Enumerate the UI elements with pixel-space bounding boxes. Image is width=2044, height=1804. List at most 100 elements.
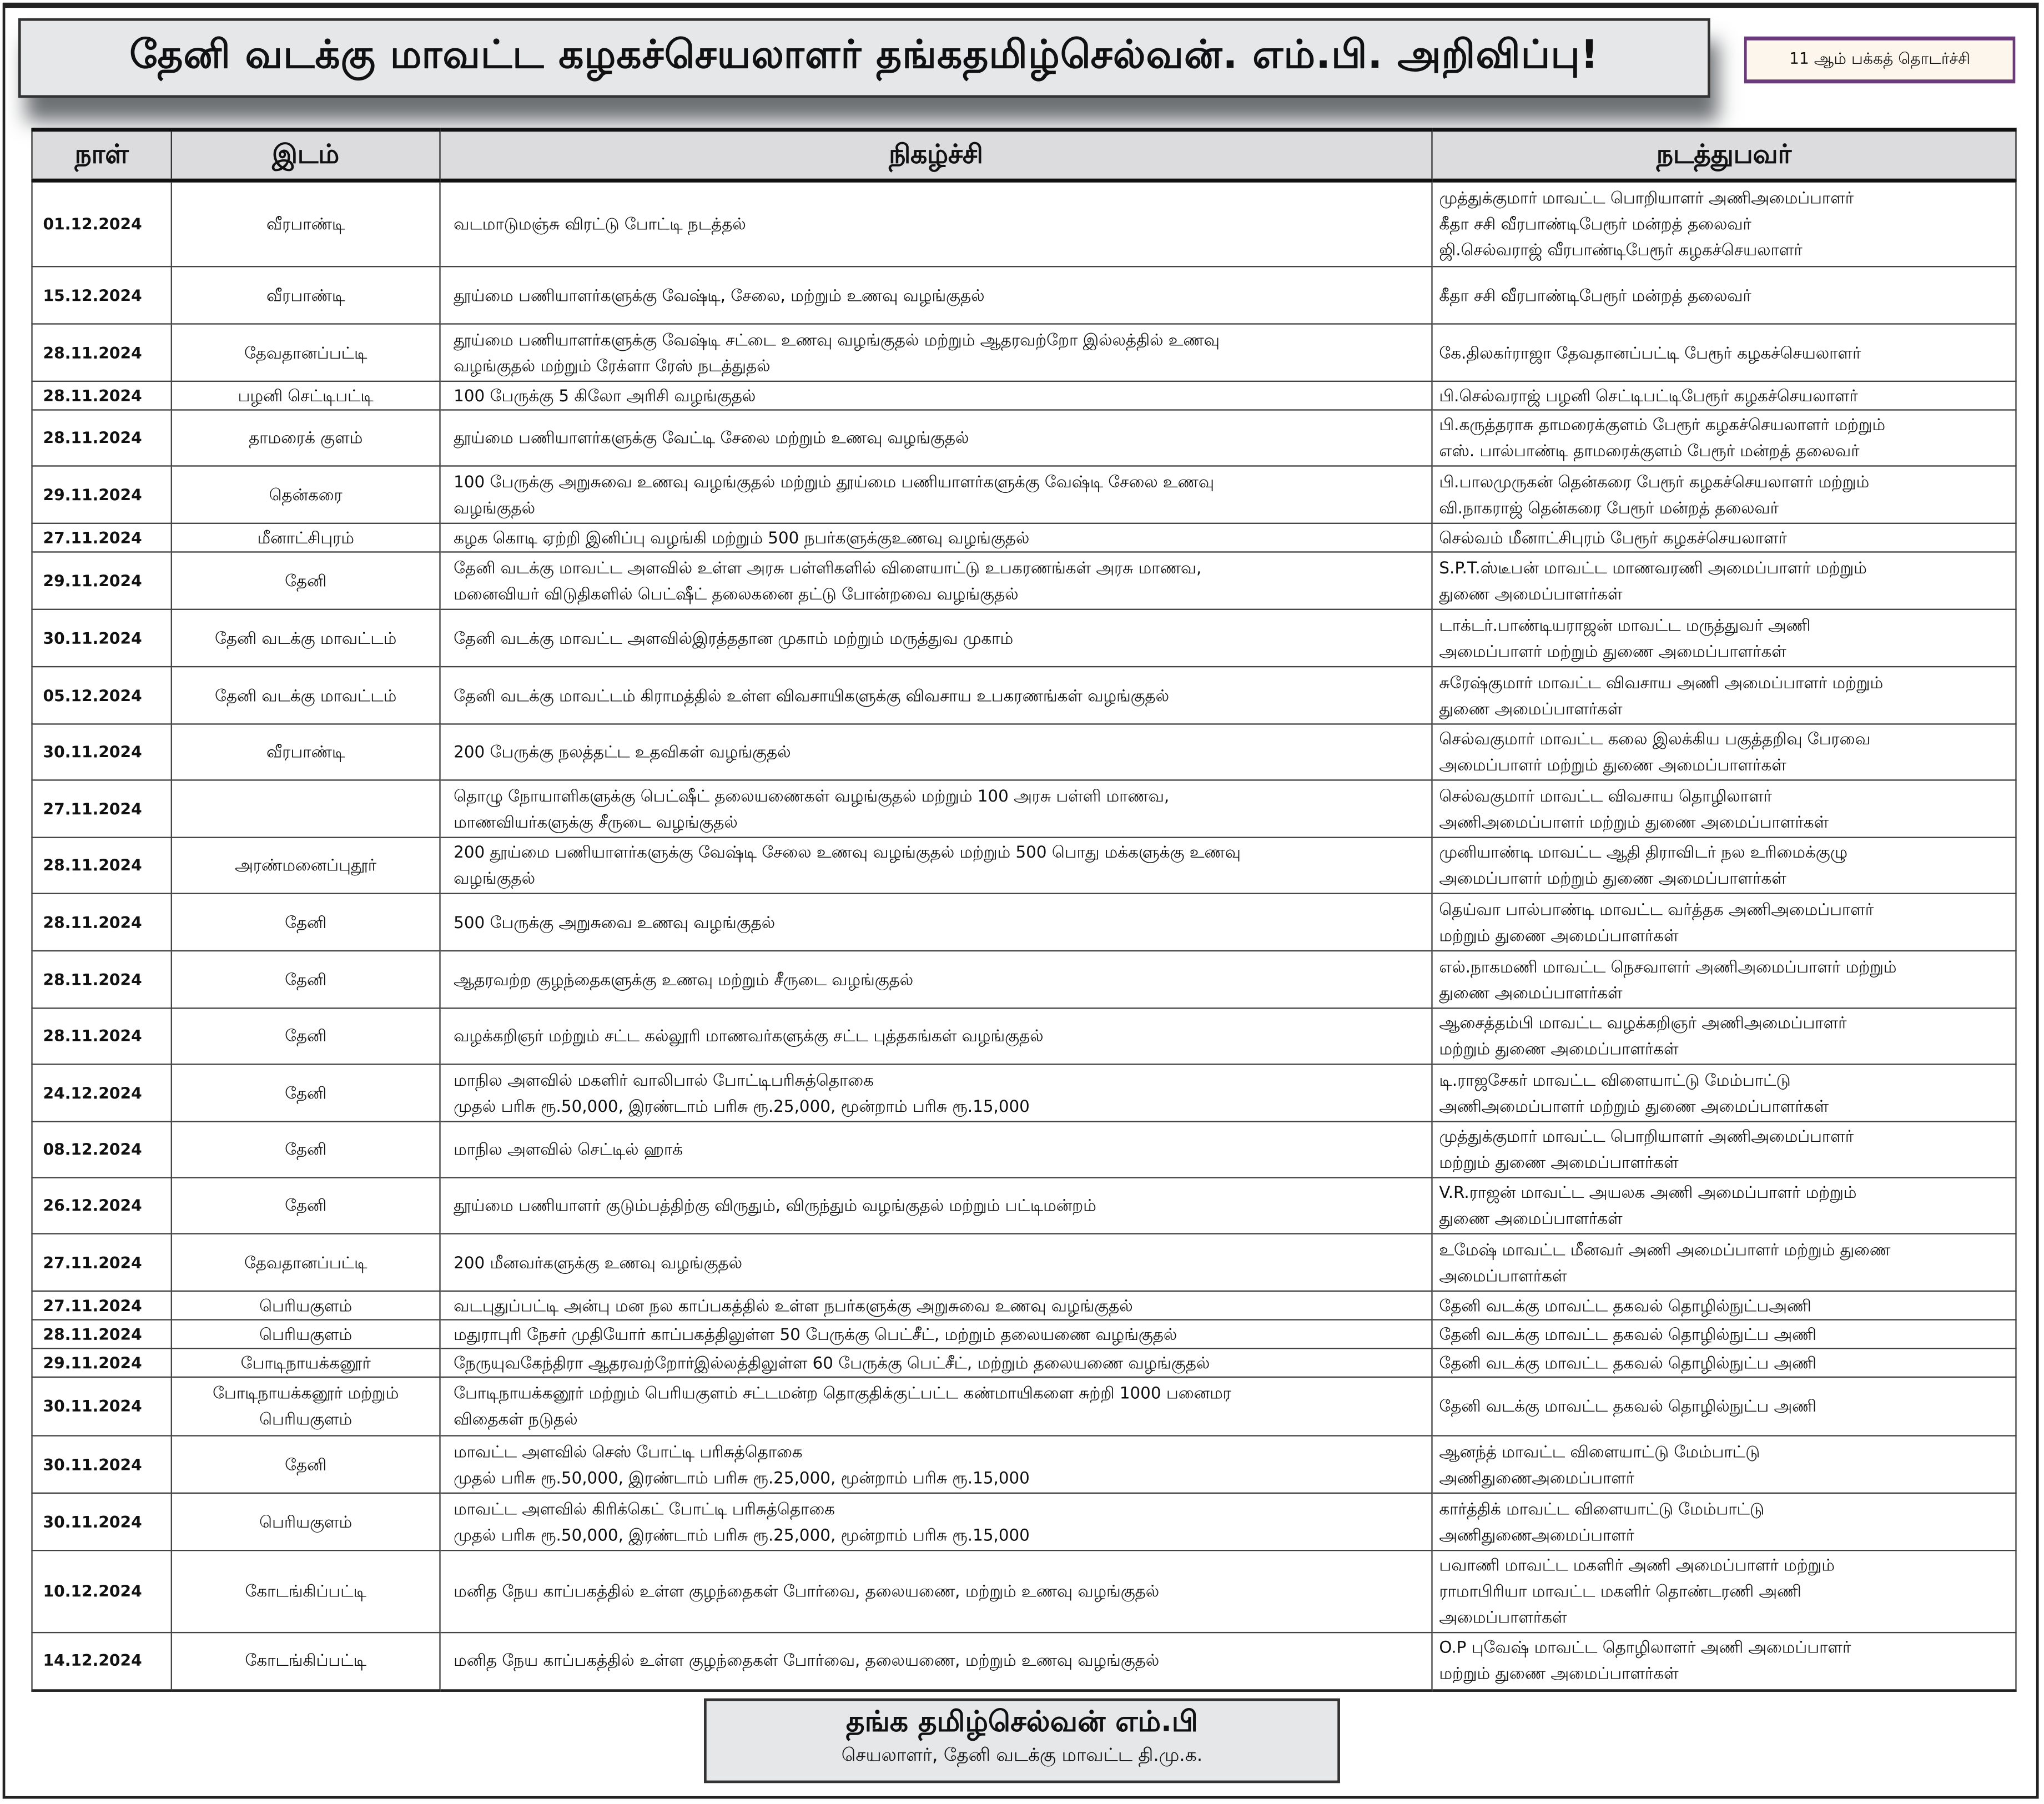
cell-date: 01.12.2024 <box>31 180 172 268</box>
cell-place: தேனி <box>170 551 441 610</box>
events-table: நாள் இடம் நிகழ்ச்சி நடத்துபவர் 01.12.202… <box>31 128 2017 1691</box>
cell-place <box>170 779 441 838</box>
table-body: 01.12.2024 வீரபாண்டி வடமாடுமஞ்சு விரட்டு ப… <box>31 180 2017 1691</box>
organizer-line: வி.நாகராஜ் தென்கரை பேரூர் மன்றத் தலைவர் <box>1439 497 1779 517</box>
title-banner: தேனி வடக்கு மாவட்ட கழகச்செயலாளர் தங்கதமி… <box>18 18 1710 98</box>
cell-date: 15.12.2024 <box>31 266 172 325</box>
cell-place: தேனி <box>170 1435 441 1494</box>
cell-organizer: தேனி வடக்கு மாவட்ட தகவல் தொழில்நுட்ப அணி <box>1431 1348 2017 1378</box>
event-line: மாநில அளவில் செட்டில் ஹாக் <box>454 1139 683 1159</box>
cell-date: 30.11.2024 <box>31 1435 172 1494</box>
cell-date: 27.11.2024 <box>31 1233 172 1292</box>
cell-event: வடமாடுமஞ்சு விரட்டு போட்டி நடத்தல் <box>439 180 1433 268</box>
cell-place: பழனி செட்டிபட்டி <box>170 380 441 411</box>
cell-place: போடிநாயக்கனூர் <box>170 1348 441 1378</box>
organizer-line: தேனி வடக்கு மாவட்ட தகவல் தொழில்நுட்ப அணி <box>1439 1323 1816 1343</box>
organizer-line: துணை அமைப்பாளர்கள் <box>1439 583 1623 603</box>
event-line: நேருயுவகேந்திரா ஆதரவற்றோர்இல்லத்திலுள்ள … <box>454 1352 1210 1372</box>
cell-date: 30.11.2024 <box>31 723 172 781</box>
organizer-line: மற்றும் துணை அமைப்பாளர்கள் <box>1439 1039 1679 1059</box>
cell-organizer: O.P புவேஷ் மாவட்ட தொழிலாளர் அணி அமைப்பாள… <box>1431 1631 2017 1691</box>
cell-date: 29.11.2024 <box>31 1348 172 1378</box>
cell-event: 200 மீனவர்களுக்கு உணவு வழங்குதல் <box>439 1233 1433 1292</box>
event-line: தேனி வடக்கு மாவட்ட அளவில் உள்ள அரசு பள்ள… <box>454 557 1202 577</box>
organizer-line: V.R.ராஜன் மாவட்ட அயலக அணி அமைப்பாளர் மற்… <box>1439 1182 1857 1202</box>
cell-organizer: முத்துக்குமார் மாவட்ட பொறியாளர் அணிஅமைப்… <box>1431 1121 2017 1178</box>
table-row: 14.12.2024 கோடங்கிப்பட்டி மனித நேய காப்பகத… <box>31 1631 2017 1691</box>
event-line: தூய்மை பணியாளர்களுக்கு வேட்டி சேலை மற்று… <box>454 427 969 447</box>
cell-event: 200 பேருக்கு நலத்தட்ட உதவிகள் வழங்குதல் <box>439 723 1433 781</box>
table-row: 29.11.2024 தேனி தேனி வடக்கு மாவட்ட அளவில் … <box>31 551 2017 610</box>
cell-place: தாமரைக் குளம் <box>170 409 441 467</box>
cell-date: 14.12.2024 <box>31 1631 172 1691</box>
cell-organizer: பவாணி மாவட்ட மகளிர் அணி அமைப்பாளர் மற்று… <box>1431 1550 2017 1634</box>
cell-event: மாநில அளவில் மகளிர் வாலிபால் போட்டிபரிசு… <box>439 1064 1433 1122</box>
cell-place: தேனி <box>170 893 441 952</box>
cell-date: 30.11.2024 <box>31 1492 172 1551</box>
organizer-line: துணை அமைப்பாளர்கள் <box>1439 982 1623 1002</box>
cell-event: மதுராபுரி நேசர் முதியோர் காப்பகத்திலுள்ள… <box>439 1319 1433 1349</box>
cell-date: 28.11.2024 <box>31 409 172 467</box>
event-line: முதல் பரிசு ரூ.50,000, இரண்டாம் பரிசு ரூ… <box>454 1095 1030 1115</box>
table-row: 28.11.2024 பழனி செட்டிபட்டி 100 பேருக்கு 5… <box>31 380 2017 411</box>
event-line: முதல் பரிசு ரூ.50,000, இரண்டாம் பரிசு ரூ… <box>454 1467 1030 1487</box>
event-line: மாநில அளவில் மகளிர் வாலிபால் போட்டிபரிசு… <box>454 1069 874 1089</box>
event-line: 100 பேருக்கு அறுசுவை உணவு வழங்குதல் மற்ற… <box>454 471 1214 491</box>
cell-date: 10.12.2024 <box>31 1550 172 1634</box>
table-row: 27.11.2024 தேவதானப்பட்டி 200 மீனவர்களுக்கு… <box>31 1233 2017 1292</box>
event-line: 100 பேருக்கு 5 கிலோ அரிசி வழங்குதல் <box>454 385 756 405</box>
organizer-line: தேனி வடக்கு மாவட்ட தகவல் தொழில்நுட்ப அணி <box>1439 1395 1816 1416</box>
event-line: மாணவியர்களுக்கு சீருடை வழங்குதல் <box>454 811 738 831</box>
cell-event: போடிநாயக்கனூர் மற்றும் பெரியகுளம் சட்டமன… <box>439 1376 1433 1437</box>
event-line: வழங்குதல் <box>454 868 536 888</box>
event-line: விதைகள் நடுதல் <box>454 1409 578 1429</box>
organizer-line: அணிஅமைப்பாளர் மற்றும் துணை அமைப்பாளர்கள் <box>1439 811 1829 831</box>
table-row: 28.11.2024 அரண்மனைப்புதூர் 200 தூய்மை பணிய… <box>31 837 2017 894</box>
cell-place: தேவதானப்பட்டி <box>170 1233 441 1292</box>
cell-place: வீரபாண்டி <box>170 180 441 268</box>
cell-place: அரண்மனைப்புதூர் <box>170 837 441 894</box>
cell-date: 30.11.2024 <box>31 608 172 668</box>
event-line: மனித நேய காப்பகத்தில் உள்ள குழந்தைகள் போ… <box>454 1581 1160 1601</box>
cell-date: 27.11.2024 <box>31 522 172 553</box>
column-header-place: இடம் <box>170 128 441 183</box>
organizer-line: பி.பாலமுருகன் தென்கரை பேரூர் கழகச்செயலாள… <box>1439 471 1870 491</box>
cell-date: 24.12.2024 <box>31 1064 172 1122</box>
cell-organizer: V.R.ராஜன் மாவட்ட அயலக அணி அமைப்பாளர் மற்… <box>1431 1177 2017 1234</box>
event-line: ஆதரவற்ற குழந்தைகளுக்கு உணவு மற்றும் சீரு… <box>454 969 914 989</box>
event-line: தூய்மை பணியாளர் குடும்பத்திற்கு விருதும்… <box>454 1195 1096 1215</box>
organizer-line: கீதா சசி வீரபாண்டிபேரூர் மன்றத் தலைவர் <box>1439 214 1751 234</box>
organizer-line: செல்வகுமார் மாவட்ட கலை இலக்கிய பகுத்தறிவ… <box>1439 728 1871 748</box>
organizer-line: தெய்வா பால்பாண்டி மாவட்ட வர்த்தக அணிஅமைப… <box>1439 899 1874 919</box>
cell-organizer: செல்வம் மீனாட்சிபுரம் பேரூர் கழகச்செயலாள… <box>1431 522 2017 553</box>
organizer-line: ஜி.செல்வராஜ் வீரபாண்டிபேரூர் கழகச்செயலாள… <box>1439 240 1803 260</box>
cell-organizer: கீதா சசி வீரபாண்டிபேரூர் மன்றத் தலைவர் <box>1431 266 2017 325</box>
table-row: 30.11.2024 போடிநாயக்கனூர் மற்றும் பெரியகு… <box>31 1376 2017 1437</box>
event-line: 500 பேருக்கு அறுசுவை உணவு வழங்குதல் <box>454 911 776 931</box>
event-line: மாவட்ட அளவில் செஸ் போட்டி பரிசுத்தொகை <box>454 1440 803 1461</box>
cell-organizer: செல்வகுமார் மாவட்ட கலை இலக்கிய பகுத்தறிவ… <box>1431 723 2017 781</box>
cell-place: பெரியகுளம் <box>170 1290 441 1321</box>
table-row: 30.11.2024 தேனி வடக்கு மாவட்டம் தேனி வடக்க… <box>31 608 2017 668</box>
event-line: வழங்குதல் மற்றும் ரேக்ளா ரேஸ் நடத்துதல் <box>454 355 771 375</box>
cell-organizer: முனியாண்டி மாவட்ட ஆதி திராவிடர் நல உரிமை… <box>1431 837 2017 894</box>
cell-event: மனித நேய காப்பகத்தில் உள்ள குழந்தைகள் போ… <box>439 1631 1433 1691</box>
organizer-line: அமைப்பாளர் மற்றும் துணை அமைப்பாளர்கள் <box>1439 868 1786 888</box>
organizer-line: தேனி வடக்கு மாவட்ட தகவல் தொழில்நுட்பஅணி <box>1439 1294 1811 1315</box>
signatory-role: செயலாளர், தேனி வடக்கு மாவட்ட தி.மு.க. <box>841 1745 1203 1766</box>
cell-place: போடிநாயக்கனூர் மற்றும் பெரியகுளம் <box>170 1376 441 1437</box>
table-row: 27.11.2024 பெரியகுளம் வடபுதுப்பட்டி அன்பு … <box>31 1290 2017 1321</box>
cell-event: தூய்மை பணியாளர்களுக்கு வேஷ்டி சட்டை உணவு… <box>439 323 1433 382</box>
cell-event: நேருயுவகேந்திரா ஆதரவற்றோர்இல்லத்திலுள்ள … <box>439 1348 1433 1378</box>
signatory-name: தங்க தமிழ்செல்வன் எம்.பி <box>846 1706 1198 1739</box>
cell-date: 26.12.2024 <box>31 1177 172 1234</box>
organizer-line: S.P.T.ஸ்டீபன் மாவட்ட மாணவரணி அமைப்பாளர் … <box>1439 557 1867 577</box>
event-line: வழக்கறிஞர் மற்றும் சட்ட கல்லூரி மாணவர்கள… <box>454 1026 1044 1046</box>
table-row: 28.11.2024 தேவதானப்பட்டி தூய்மை பணியாளர்கள… <box>31 323 2017 382</box>
event-line: வழங்குதல் <box>454 497 536 517</box>
cell-event: மாவட்ட அளவில் செஸ் போட்டி பரிசுத்தொகை முத… <box>439 1435 1433 1494</box>
cell-date: 28.11.2024 <box>31 1319 172 1349</box>
cell-place: தென்கரை <box>170 465 441 524</box>
cell-date: 27.11.2024 <box>31 779 172 838</box>
cell-organizer: ஆசைத்தம்பி மாவட்ட வழக்கறிஞர் அணிஅமைப்பாள… <box>1431 1007 2017 1065</box>
